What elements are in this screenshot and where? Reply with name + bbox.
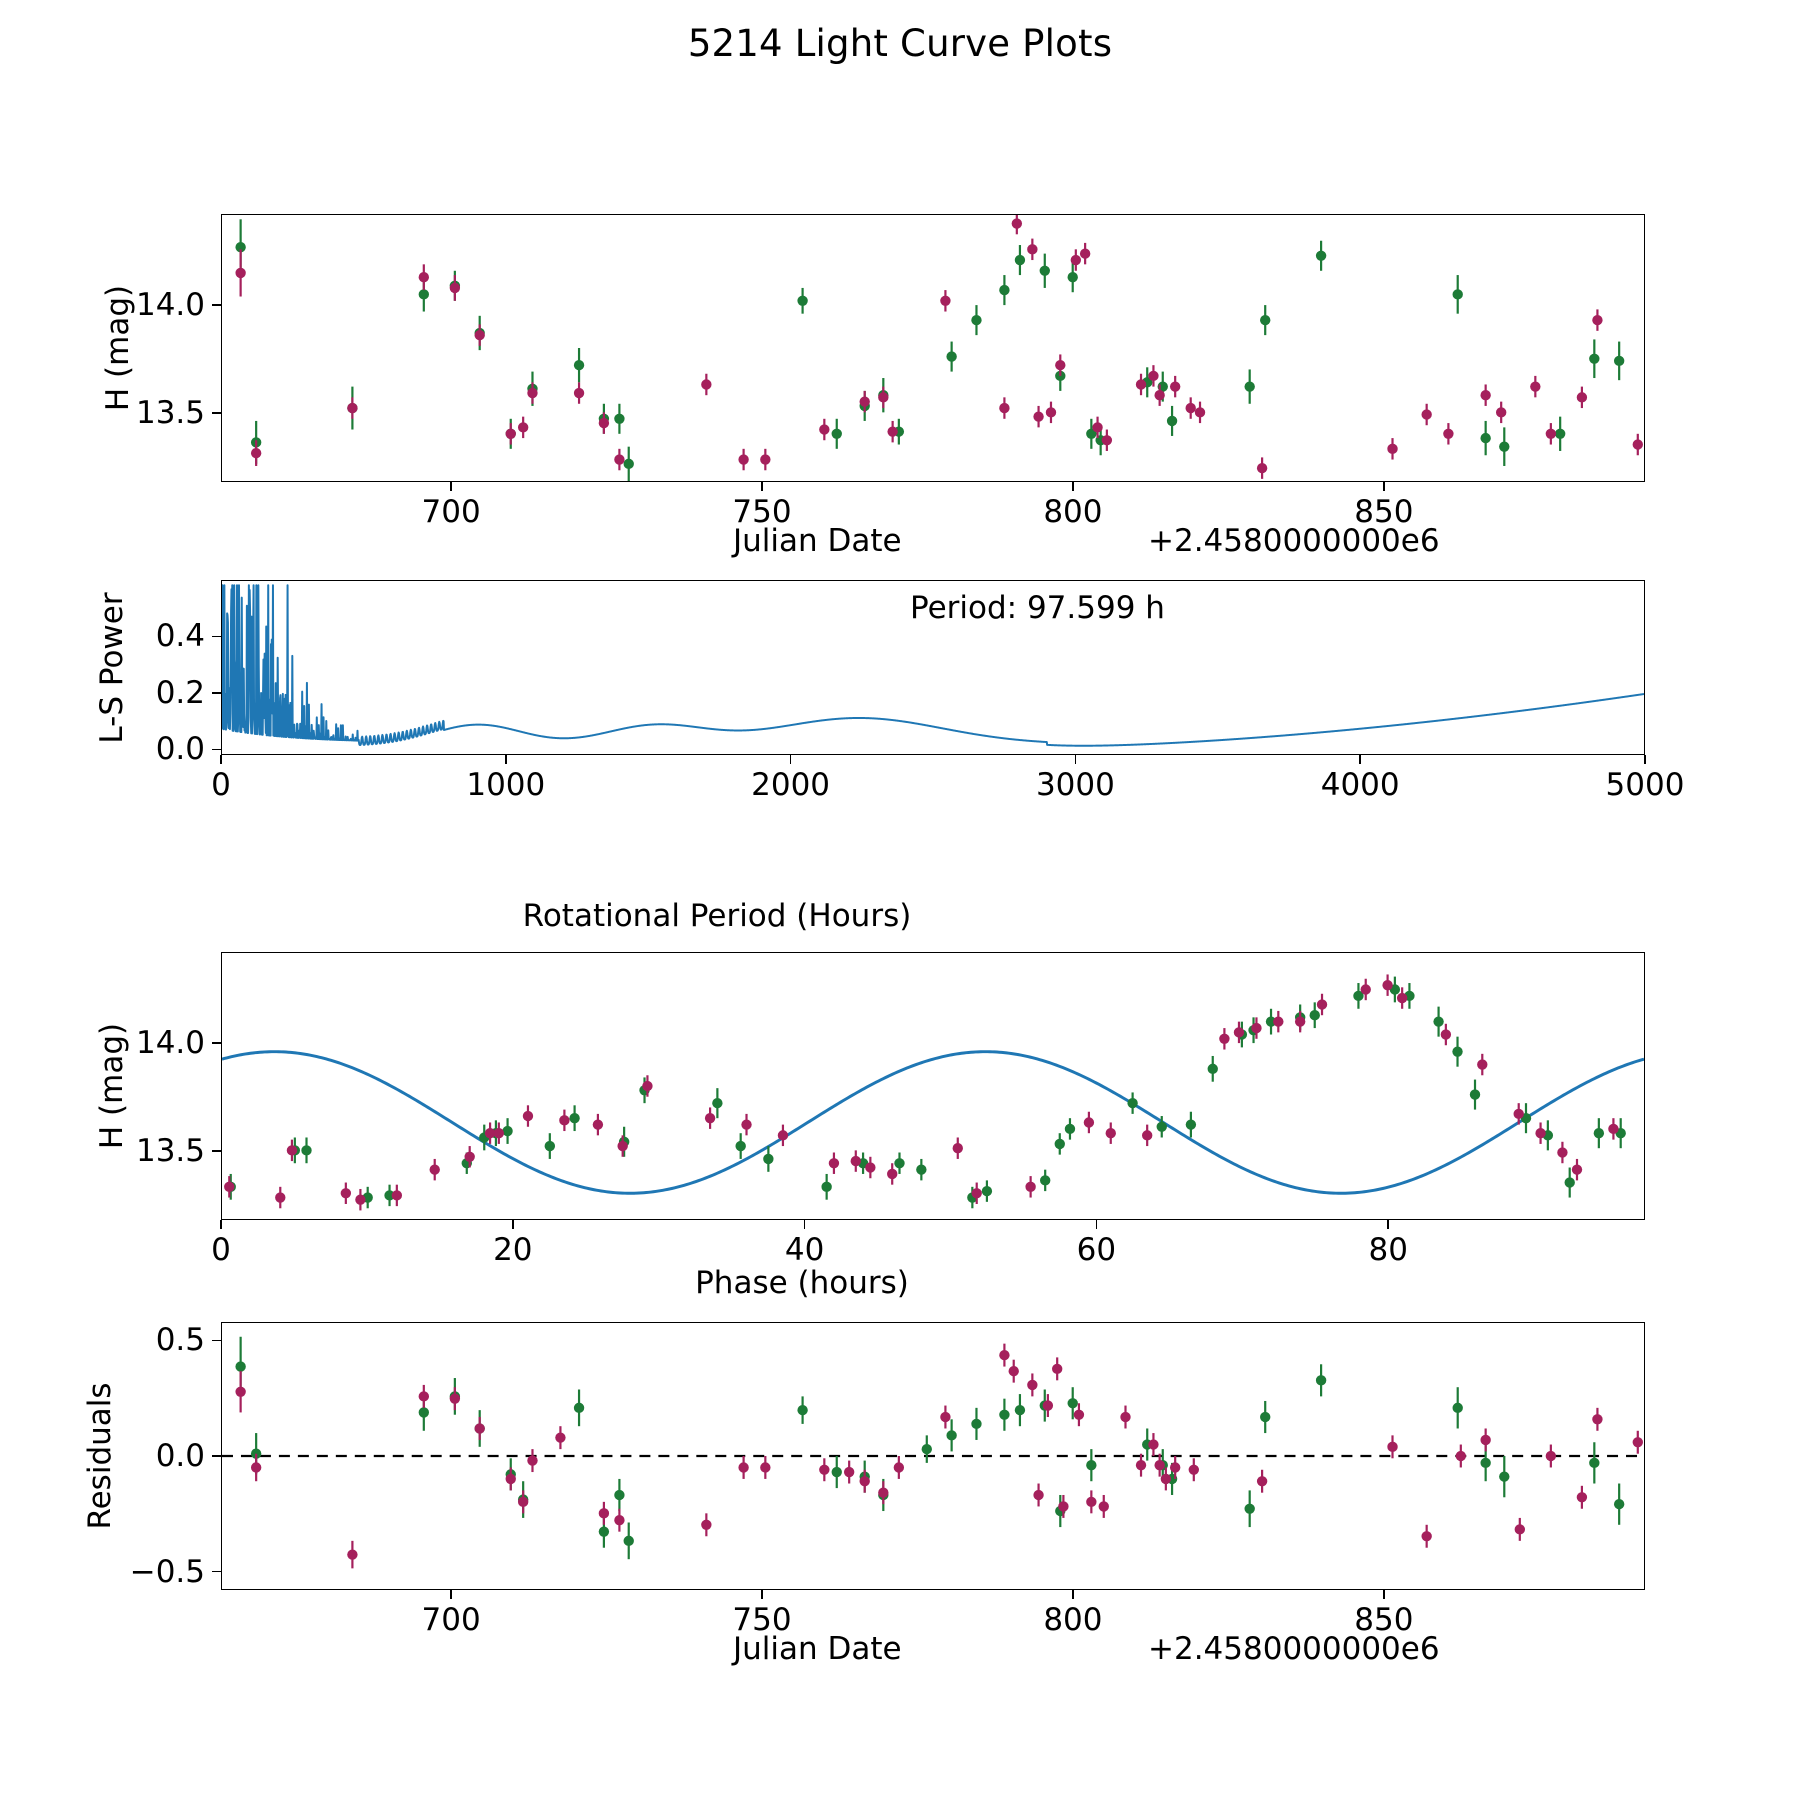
phase-folded-fit-curve [222,1050,1644,1195]
lightcurve-ytickmark-1 [212,412,221,414]
phase-folded-series-green [225,976,1626,1209]
residuals-ytick-1: 0.0 [155,1438,205,1474]
lightcurve-ytick-0: 14.0 [135,286,205,323]
lightcurve-xtick-0: 700 [421,494,481,530]
periodogram-xtick-3: 3000 [1035,767,1115,803]
periodogram-ytickmark-0 [212,635,221,638]
residuals-xtick-0: 700 [421,1602,481,1638]
phased-xtick-2: 40 [784,1232,825,1268]
lightcurve-xtickmark-0 [450,482,452,491]
panel-periodogram [221,580,1645,755]
periodogram-xtickmark-1 [505,755,507,764]
phased-ytickmark-1 [212,1150,221,1152]
periodogram-ytickmark-1 [212,692,221,694]
phased-xtickmark-1 [512,1220,514,1229]
residuals-xtickmark-3 [1383,1590,1385,1599]
lightcurve-ytickmark-0 [212,303,221,306]
lightcurve-xlabel: Julian Date [733,523,902,559]
figure-title: 5214 Light Curve Plots [687,22,1113,65]
residuals-ylabel: Residuals [82,1382,118,1530]
residuals-xtickmark-2 [1072,1590,1074,1599]
lightcurve-series-green [235,219,1625,481]
panel-residuals [221,1322,1645,1590]
lightcurve-xtickmark-3 [1383,482,1385,491]
residuals-ytickmark-0 [212,1339,221,1342]
phased-ylabel: H (mag) [94,1022,130,1150]
periodogram-plot-area [222,584,1644,747]
period-annotation: Period: 97.599 h [910,590,1165,626]
residuals-xlabel: Julian Date [733,1631,902,1667]
phased-xtickmark-2 [803,1220,806,1229]
phased-xtickmark-3 [1095,1220,1098,1229]
lightcurve-xtick-1: 750 [732,494,792,530]
residuals-xtickmark-0 [450,1590,452,1599]
periodogram-ytickmark-2 [212,748,221,751]
phased-xtick-1: 20 [493,1232,533,1268]
periodogram-ytick-1: 0.2 [155,674,205,711]
phased-ytick-0: 14.0 [135,1024,205,1061]
phased-xtick-4: 80 [1368,1232,1408,1268]
residuals-ytickmark-2 [212,1570,221,1573]
residuals-ytick-2: −0.5 [129,1553,205,1590]
lightcurve-series-magenta [235,215,1643,479]
periodogram-xtickmark-4 [1359,755,1361,764]
periodogram-xtick-5: 5000 [1605,767,1685,803]
lightcurve-xtick-3: 850 [1354,494,1414,530]
phased-ytick-1: 13.5 [135,1132,205,1169]
residuals-plot-area [222,1336,1644,1569]
residuals-x-offset: +2.4580000000e6 [1148,1631,1440,1667]
residuals-series-green [235,1336,1625,1560]
periodogram-xtick-4: 4000 [1320,767,1400,803]
lightcurve-x-offset: +2.4580000000e6 [1148,523,1440,559]
periodogram-ylabel: L-S Power [94,592,130,744]
residuals-xtickmark-1 [761,1590,763,1599]
lightcurve-ylabel: H (mag) [100,284,136,412]
phased-xtickmark-0 [220,1220,222,1229]
residuals-xtick-1: 750 [732,1602,792,1638]
phase-folded-plot-area [222,974,1644,1211]
phased-xtick-0: 0 [211,1232,231,1268]
lightcurve-xtickmark-1 [761,482,763,491]
phased-xlabel: Phase (hours) [695,1265,909,1301]
panel-phase-folded [221,952,1645,1220]
periodogram-xtickmark-3 [1074,755,1077,764]
residuals-xtick-3: 850 [1354,1602,1414,1638]
periodogram-xtickmark-0 [220,755,222,764]
periodogram-ytick-2: 0.0 [155,731,205,768]
periodogram-xtick-0: 0 [211,767,231,803]
periodogram-xtick-2: 2000 [751,767,831,803]
lightcurve-plot-area [235,215,1643,481]
periodogram-xtick-1: 1000 [466,767,546,803]
periodogram-xlabel: Rotational Period (Hours) [522,898,912,934]
phase-folded-series-magenta [224,974,1619,1211]
phased-xtick-3: 60 [1076,1232,1117,1268]
panel-lightcurve [221,214,1645,482]
periodogram-power-curve [222,584,1644,747]
residuals-series-magenta [235,1343,1643,1569]
residuals-xtick-2: 800 [1043,1602,1103,1638]
residuals-ytickmark-1 [212,1455,221,1457]
periodogram-xtickmark-2 [789,755,792,764]
phased-ytickmark-0 [212,1041,221,1044]
periodogram-ytick-0: 0.4 [155,618,205,655]
periodogram-xtickmark-5 [1644,755,1646,764]
phased-xtickmark-4 [1387,1220,1390,1229]
lightcurve-ytick-1: 13.5 [135,394,205,431]
lightcurve-xtick-2: 800 [1043,494,1103,530]
residuals-ytick-0: 0.5 [155,1322,205,1359]
lightcurve-xtickmark-2 [1072,482,1074,491]
